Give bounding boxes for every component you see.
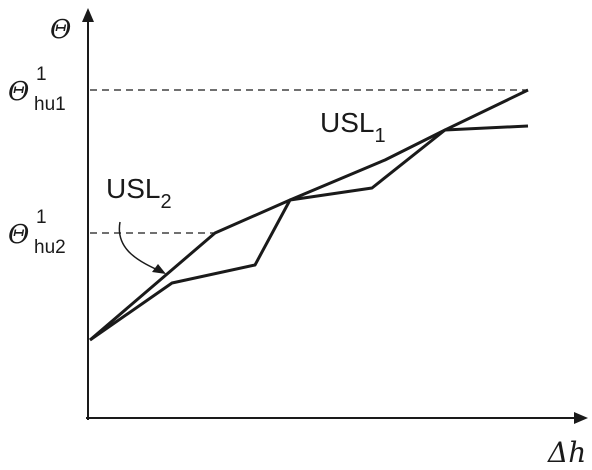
- curve-sub: 1: [374, 125, 385, 147]
- level-symbol: Θ: [8, 220, 29, 250]
- level-label-1: Θ1 hu1: [8, 64, 66, 115]
- level-symbol: Θ: [8, 77, 29, 107]
- curve-name: USL: [106, 173, 160, 204]
- curve-sub: 2: [160, 191, 171, 213]
- pointer-head: [152, 264, 166, 274]
- curve-usl2: [89, 124, 529, 342]
- level-sub: hu1: [34, 94, 66, 115]
- level-sub: hu2: [34, 237, 66, 258]
- y-axis-arrow: [82, 8, 94, 22]
- x-axis-arrow: [574, 412, 588, 424]
- curve-label-2: USL2: [106, 173, 172, 213]
- level-sup: 1: [36, 64, 47, 85]
- level-sup: 1: [36, 207, 47, 228]
- y-label: Θ: [50, 15, 71, 45]
- curve-usl1: [89, 88, 529, 342]
- curve-label-1: USL1: [320, 107, 386, 147]
- curve-name: USL: [320, 107, 374, 138]
- pointer: [118, 221, 163, 273]
- level-label-2: Θ1 hu2: [8, 207, 66, 258]
- x-label: Δh: [547, 436, 586, 469]
